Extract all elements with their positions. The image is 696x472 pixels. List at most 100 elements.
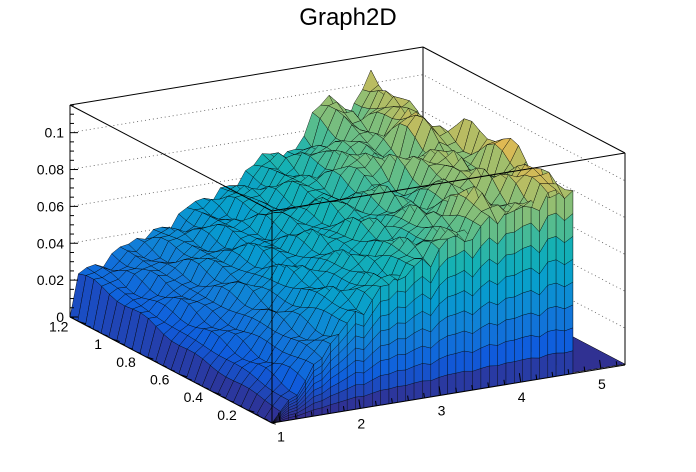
y-tick-mark [271,422,276,425]
front-wall-cell [555,282,565,310]
x-tick-mark [391,398,393,404]
front-wall-cell [380,373,390,391]
front-wall-cell [355,335,365,350]
y-tick-mark [170,369,175,372]
front-wall-cell [413,363,423,384]
front-wall-cell [455,370,465,394]
front-wall-cell [505,275,515,299]
front-wall-cell [514,292,523,319]
front-wall-cell [564,327,574,354]
front-wall-cell [522,312,532,338]
x-tick-mark [455,387,458,393]
y-tick-label: 0.8 [116,354,136,370]
front-wall-cell [505,296,515,321]
front-wall-cell [530,335,540,359]
surface-mesh [69,69,574,424]
y-tick-mark [196,382,201,385]
y-tick-mark [229,400,234,403]
y-tick-mark [187,378,192,381]
front-wall-cell [397,369,406,387]
front-wall-cell [405,382,415,402]
z-tick-label: 0.02 [37,272,64,288]
front-wall-cell [388,386,398,405]
y-tick-mark [86,325,91,328]
x-tick-label: 5 [598,376,606,392]
front-wall-cell [505,253,515,277]
front-wall-cell [397,306,406,324]
front-wall-cell [555,306,565,332]
front-wall-cell [547,282,557,309]
front-wall-cell [413,380,423,400]
x-tick-mark [583,366,586,372]
front-wall-cell [397,354,406,371]
front-wall-cell [397,322,406,339]
y-tick-label: 0.4 [184,389,204,405]
y-tick-mark [78,320,87,325]
y-tick-mark [246,409,255,413]
front-wall-cell [397,385,406,403]
y-tick-mark [212,391,221,395]
front-wall-cell [438,355,448,378]
chart-title: Graph2D [299,4,397,31]
x-tick-label: 2 [357,416,365,432]
front-wall-cell [355,347,365,362]
front-wall-cell [455,330,465,354]
frame-edge [271,152,626,212]
x-tick-mark [535,374,538,380]
front-wall-cell [380,344,390,361]
y-tick-mark [238,404,243,408]
front-wall-cell [355,360,365,374]
front-wall-cell [547,259,557,286]
front-wall-cell [505,318,515,342]
front-wall-cell [522,357,532,383]
front-wall-cell [505,361,515,385]
y-tick-mark [179,373,188,378]
front-wall-cell [447,294,457,317]
x-tick-mark [358,399,361,409]
y-tick-label: 1.2 [49,318,69,334]
front-wall-cell [522,335,532,360]
front-wall-cell [522,290,532,316]
front-wall-cell [380,314,390,332]
front-wall-cell [514,359,523,384]
front-wall-cell [555,329,565,354]
front-wall-cell [447,274,457,298]
front-wall-cell [522,222,532,249]
front-wall-cell [505,210,515,234]
x-tick-mark [599,359,602,370]
front-wall-cell [455,310,465,335]
y-tick-mark [120,343,125,346]
x-tick-mark [615,361,618,367]
y-tick-mark [263,418,268,421]
x-tick-label: 1 [277,429,285,445]
front-wall-cell [380,299,390,317]
y-tick-mark [255,413,260,416]
x-tick-mark [471,384,474,391]
front-wall-cell [547,236,557,263]
y-tick-mark [111,338,120,342]
z-tick-label: 0.06 [37,198,64,214]
front-wall-cell [505,231,515,256]
front-wall-cell [522,267,532,294]
x-tick-mark [407,395,409,401]
front-wall-cell [464,350,473,372]
front-wall-cell [447,235,457,259]
front-wall-cell [547,329,557,355]
front-wall-cell [447,372,457,395]
front-wall-cell [522,245,532,271]
y-tick-mark [128,347,133,350]
front-wall-cell [489,322,498,346]
front-wall-cell [530,312,540,338]
front-wall-cell [514,337,523,362]
z-tick-label: 0.04 [37,235,64,251]
front-wall-cell [505,339,515,364]
x-tick-mark [278,412,281,422]
front-wall-cell [547,212,557,240]
y-tick-mark [95,329,100,332]
frame-edge [69,104,273,212]
front-wall-cell [564,304,574,332]
x-tick-mark [487,382,490,388]
front-wall-cell [530,357,540,381]
y-tick-label: 0.2 [217,407,237,423]
